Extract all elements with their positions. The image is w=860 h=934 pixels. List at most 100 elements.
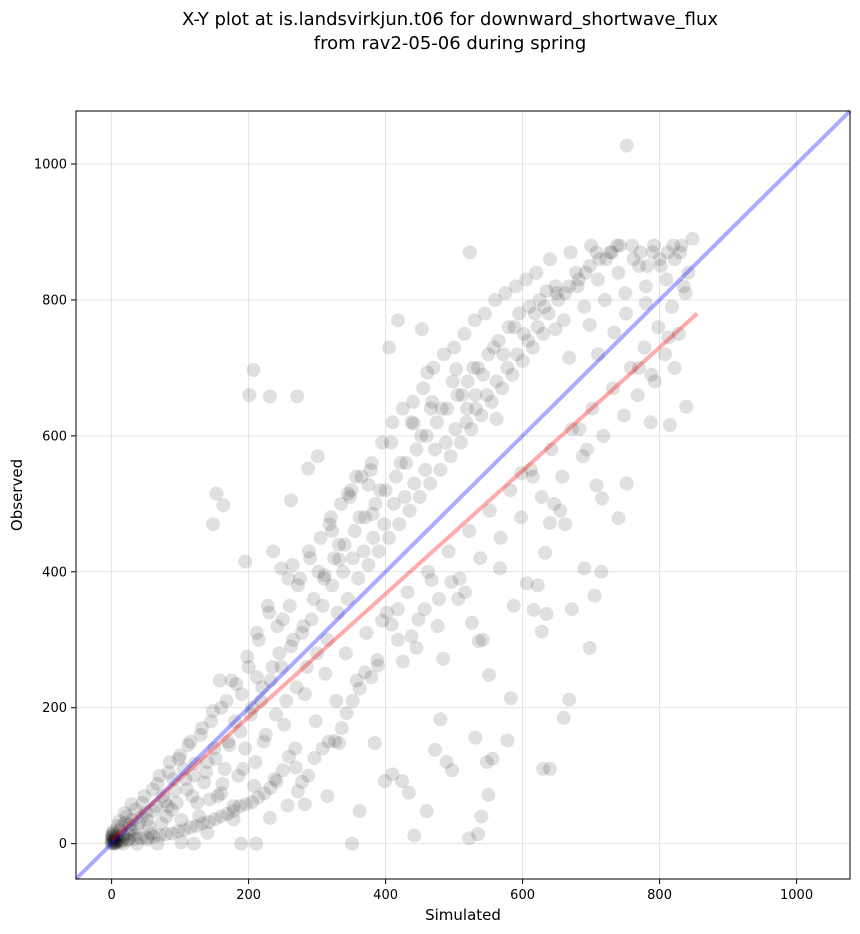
data-point (685, 231, 700, 246)
data-point (455, 388, 470, 403)
data-point (345, 551, 360, 566)
data-point (265, 659, 280, 674)
data-point (174, 812, 189, 827)
data-point (538, 545, 553, 560)
data-point (382, 340, 397, 355)
data-point (105, 829, 120, 844)
data-point (667, 252, 682, 267)
data-point (674, 238, 689, 253)
data-point (632, 258, 647, 273)
data-point (137, 789, 152, 804)
data-point (433, 462, 448, 477)
data-point (262, 389, 277, 404)
data-point (183, 820, 198, 835)
data-point (275, 612, 290, 627)
data-point (203, 714, 218, 729)
data-point (162, 755, 177, 770)
data-point (183, 734, 198, 749)
data-point (208, 751, 223, 766)
data-point (484, 394, 499, 409)
data-point (666, 238, 681, 253)
data-point (115, 828, 130, 843)
data-point (679, 399, 694, 414)
data-point (140, 812, 155, 827)
data-point (104, 832, 119, 847)
data-point (505, 367, 520, 382)
data-point (434, 401, 449, 416)
data-point (589, 245, 604, 260)
data-point (373, 483, 388, 498)
data-point (108, 836, 123, 851)
data-point (197, 775, 212, 790)
data-point (361, 477, 376, 492)
data-point (313, 530, 328, 545)
data-point (274, 561, 289, 576)
data-point (459, 415, 474, 430)
data-point (506, 598, 521, 613)
data-point (611, 265, 626, 280)
data-point (253, 693, 268, 708)
data-point (592, 252, 607, 267)
data-point (440, 401, 455, 416)
data-point (658, 347, 673, 362)
data-point (572, 422, 587, 437)
data-point (378, 483, 393, 498)
data-point (481, 787, 496, 802)
data-point (594, 564, 609, 579)
data-point (105, 828, 120, 843)
data-point (652, 252, 667, 267)
data-point (189, 818, 204, 833)
data-point (334, 721, 349, 736)
x-tick-label: 600 (510, 888, 535, 903)
data-point (541, 306, 556, 321)
data-point (152, 768, 167, 783)
data-point (104, 835, 119, 850)
data-point (419, 804, 434, 819)
data-point (625, 238, 640, 253)
data-point (140, 830, 155, 845)
data-point (616, 408, 631, 423)
data-point (489, 411, 504, 426)
data-point (119, 809, 134, 824)
data-point (619, 476, 634, 491)
data-point (433, 712, 448, 727)
data-point (377, 517, 392, 532)
data-point (395, 774, 410, 789)
data-point (349, 673, 364, 688)
data-point (215, 776, 230, 791)
data-point (299, 659, 314, 674)
data-point (366, 530, 381, 545)
data-point (407, 476, 422, 491)
data-point (503, 483, 518, 498)
data-point (107, 832, 122, 847)
data-point (104, 836, 119, 851)
data-point (245, 700, 260, 715)
data-point (192, 809, 207, 824)
data-point (359, 625, 374, 640)
data-point (385, 767, 400, 782)
data-point (534, 490, 549, 505)
data-point (251, 790, 266, 805)
data-point (471, 827, 486, 842)
data-point (263, 780, 278, 795)
data-point (418, 462, 433, 477)
regression-line (110, 312, 699, 842)
data-point (166, 772, 181, 787)
data-point (226, 812, 241, 827)
data-point (316, 571, 331, 586)
data-point (510, 347, 525, 362)
data-point (173, 748, 188, 763)
data-point (562, 692, 577, 707)
data-point (308, 714, 323, 729)
data-point (596, 428, 611, 443)
data-point (604, 245, 619, 260)
data-point (585, 401, 600, 416)
data-point (134, 809, 149, 824)
data-point (106, 836, 121, 851)
data-point (249, 625, 264, 640)
data-point (307, 751, 322, 766)
data-point (358, 510, 373, 525)
data-point (551, 292, 566, 307)
data-point (135, 795, 150, 810)
data-point (315, 741, 330, 756)
